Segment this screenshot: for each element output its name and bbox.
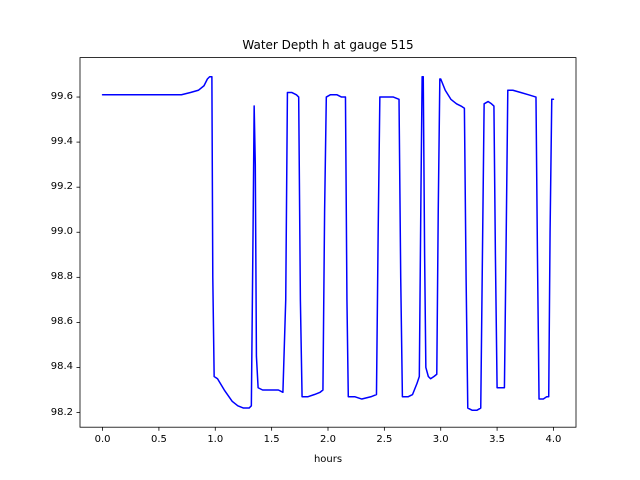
x-tick-label: 0.0 [94,434,111,446]
data-line [101,76,555,412]
y-tick-label: 99.2 [50,181,73,193]
y-tick-label: 99.4 [50,136,73,148]
x-tick-label: 2.0 [320,434,336,446]
x-axis-label: hours [313,454,343,465]
x-tick-label: 1.5 [263,434,280,446]
y-tick-label: 98.4 [50,361,73,373]
y-tick-label: 98.8 [50,271,73,283]
plot-border [79,57,577,428]
x-tick-label: 1.0 [207,434,224,446]
y-tick-label: 99.0 [50,226,73,238]
x-tick-label: 2.5 [376,434,393,446]
x-tick-label: 3.5 [489,434,506,446]
y-tick-label: 98.6 [50,316,73,328]
y-tick-label: 98.2 [50,406,73,418]
x-tick-label: 0.5 [150,434,167,446]
x-tick-label: 3.0 [432,434,449,446]
x-tick-label: 4.0 [545,434,562,446]
y-tick-label: 99.6 [50,91,73,103]
chart-title: Water Depth h at gauge 515 [242,38,414,52]
